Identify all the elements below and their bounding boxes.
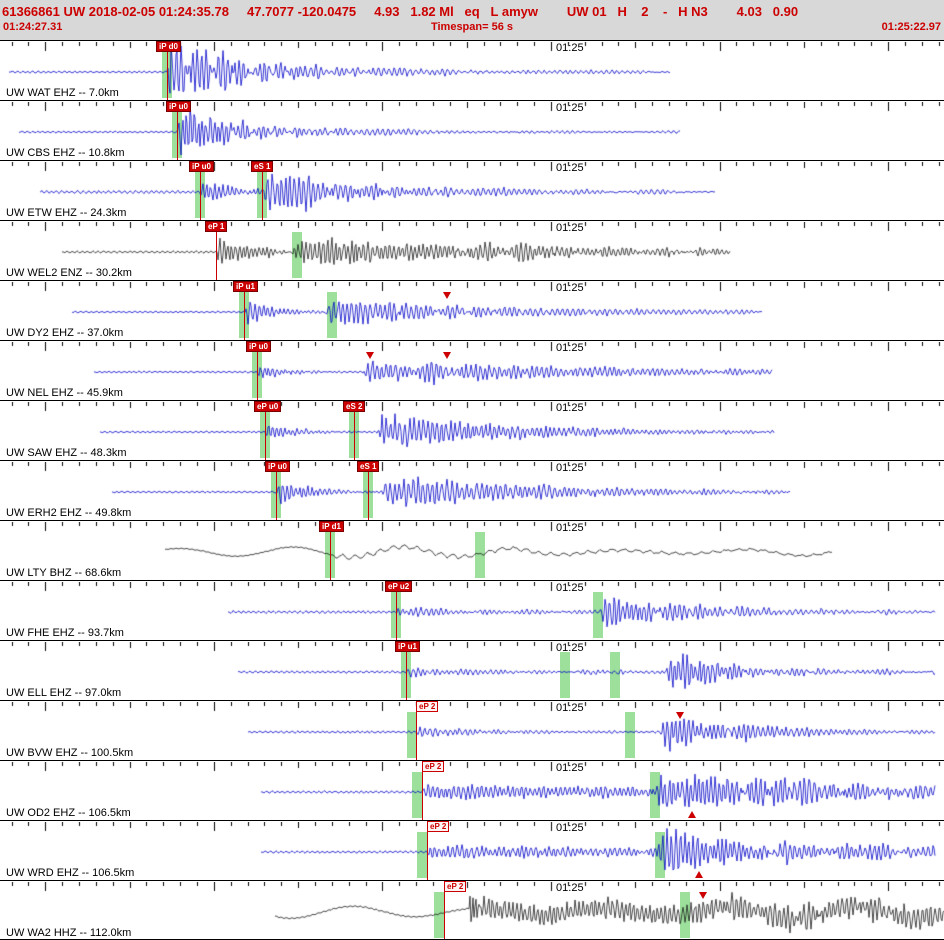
waveform-canvas[interactable] [0,162,944,220]
time-window-bar: 01:24:27.31 Timespan= 56 s 01:25:22.97 [0,20,944,35]
minute-label: 01:25 [556,582,584,594]
trace-row: iP d0 01:25 UW WAT EHZ -- 7.0km [0,40,944,100]
trace-row: eP 1 01:25 UW WEL2 ENZ -- 30.2km [0,220,944,280]
waveform-canvas[interactable] [0,342,944,400]
minute-label: 01:25 [556,822,584,834]
station-label: UW DY2 EHZ -- 37.0km [6,327,124,339]
waveform-canvas[interactable] [0,222,944,280]
trace-row: iP u0 eS 1 01:25 UW ERH2 EHZ -- 49.8km [0,460,944,520]
trace-row: eP 2 01:25 UW BVW EHZ -- 100.5km [0,700,944,760]
station-label: UW OD2 EHZ -- 106.5km [6,807,131,819]
window-start-time: 01:24:27.31 [3,21,63,33]
station-label: UW ELL EHZ -- 97.0km [6,687,122,699]
waveform-canvas[interactable] [0,102,944,160]
waveform-canvas[interactable] [0,582,944,640]
trace-row: eP 2 01:25 UW WRD EHZ -- 106.5km [0,820,944,880]
trace-row: iP u0 eS 1 01:25 UW ETW EHZ -- 24.3km [0,160,944,220]
event-summary: 61366861 UW 2018-02-05 01:24:35.78 47.70… [2,4,799,19]
minute-label: 01:25 [556,402,584,414]
waveform-canvas[interactable] [0,642,944,700]
station-label: UW SAW EHZ -- 48.3km [6,447,127,459]
station-label: UW BVW EHZ -- 100.5km [6,747,134,759]
minute-label: 01:25 [556,42,584,54]
window-end-time: 01:25:22.97 [881,21,941,33]
trace-row: iP u0 01:25 UW CBS EHZ -- 10.8km [0,100,944,160]
station-label: UW ERH2 EHZ -- 49.8km [6,507,132,519]
waveform-canvas[interactable] [0,522,944,580]
waveform-canvas[interactable] [0,282,944,340]
waveform-canvas[interactable] [0,762,944,820]
station-label: UW WRD EHZ -- 106.5km [6,867,135,879]
timespan-label: Timespan= 56 s [430,21,514,33]
trace-list: iP d0 01:25 UW WAT EHZ -- 7.0km iP u0 01… [0,40,944,939]
trace-row: iP u1 01:25 UW DY2 EHZ -- 37.0km [0,280,944,340]
station-label: UW CBS EHZ -- 10.8km [6,147,125,159]
trace-row: iP u1 01:25 UW ELL EHZ -- 97.0km [0,640,944,700]
waveform-canvas[interactable] [0,702,944,760]
trace-row: eP u2 01:25 UW FHE EHZ -- 93.7km [0,580,944,640]
minute-label: 01:25 [556,702,584,714]
minute-label: 01:25 [556,462,584,474]
waveform-canvas[interactable] [0,822,944,880]
trace-row: iP u0 01:25 UW NEL EHZ -- 45.9km [0,340,944,400]
station-label: UW WAT EHZ -- 7.0km [6,87,119,99]
minute-label: 01:25 [556,522,584,534]
station-label: UW WA2 HHZ -- 112.0km [6,927,132,939]
minute-label: 01:25 [556,882,584,894]
minute-label: 01:25 [556,222,584,234]
minute-label: 01:25 [556,162,584,174]
event-header: 61366861 UW 2018-02-05 01:24:35.78 47.70… [0,0,944,40]
minute-label: 01:25 [556,642,584,654]
trace-row: eP 2 01:25 UW WA2 HHZ -- 112.0km [0,880,944,939]
minute-label: 01:25 [556,342,584,354]
waveform-canvas[interactable] [0,402,944,460]
station-label: UW LTY BHZ -- 68.6km [6,567,122,579]
trace-row: iP d1 01:25 UW LTY BHZ -- 68.6km [0,520,944,580]
waveform-canvas[interactable] [0,462,944,520]
minute-label: 01:25 [556,282,584,294]
waveform-canvas[interactable] [0,42,944,100]
minute-label: 01:25 [556,762,584,774]
station-label: UW WEL2 ENZ -- 30.2km [6,267,132,279]
trace-row: eP u0 eS 2 01:25 UW SAW EHZ -- 48.3km [0,400,944,460]
waveform-canvas[interactable] [0,882,944,939]
trace-row: eP 2 01:25 UW OD2 EHZ -- 106.5km [0,760,944,820]
station-label: UW FHE EHZ -- 93.7km [6,627,124,639]
station-label: UW NEL EHZ -- 45.9km [6,387,123,399]
station-label: UW ETW EHZ -- 24.3km [6,207,127,219]
minute-label: 01:25 [556,102,584,114]
